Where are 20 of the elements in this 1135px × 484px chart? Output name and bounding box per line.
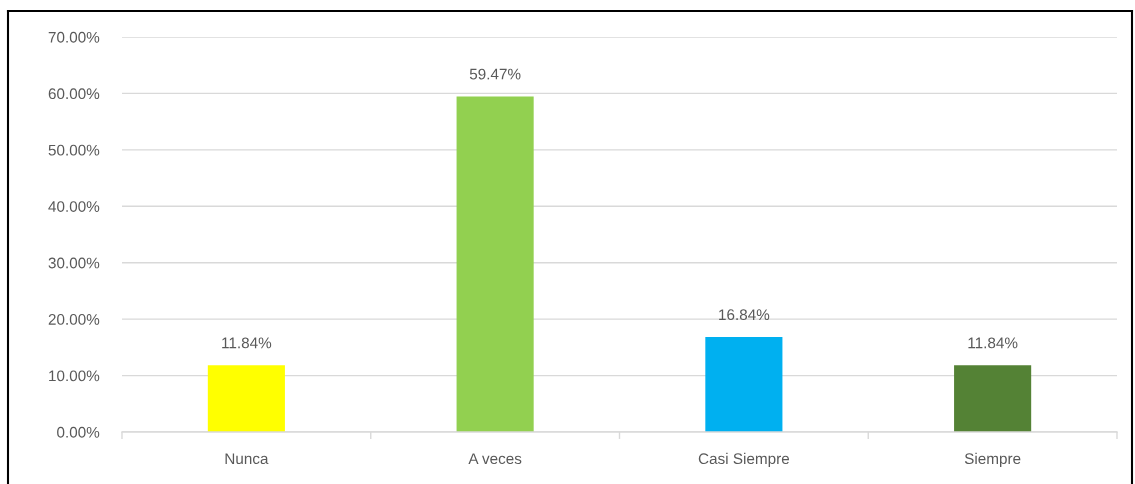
data-label: 59.47% [469, 68, 521, 80]
y-tick-label: 10.00% [49, 370, 100, 382]
x-tick-label: Casi Siempre [698, 452, 790, 468]
y-tick-label: 20.00% [48, 314, 100, 325]
y-tick-label: 50.00% [48, 144, 100, 156]
bar [954, 365, 1032, 432]
data-label: 16.84% [719, 309, 770, 321]
data-label: 11.84% [222, 337, 272, 349]
y-tick-label: 0.00% [57, 426, 100, 438]
bar [207, 365, 285, 432]
y-tick-label: 70.00% [48, 31, 100, 43]
x-tick-label: Nunca [225, 453, 269, 465]
y-tick-label: 40.00% [48, 201, 100, 212]
bar [705, 336, 783, 432]
bar [456, 96, 534, 432]
y-tick-label: 60.00% [48, 88, 100, 100]
x-tick-label: Siempre [964, 452, 1021, 468]
y-tick-label: 30.00% [48, 257, 100, 269]
data-label: 11.84% [968, 337, 1018, 349]
x-tick-label: A veces [468, 453, 522, 465]
